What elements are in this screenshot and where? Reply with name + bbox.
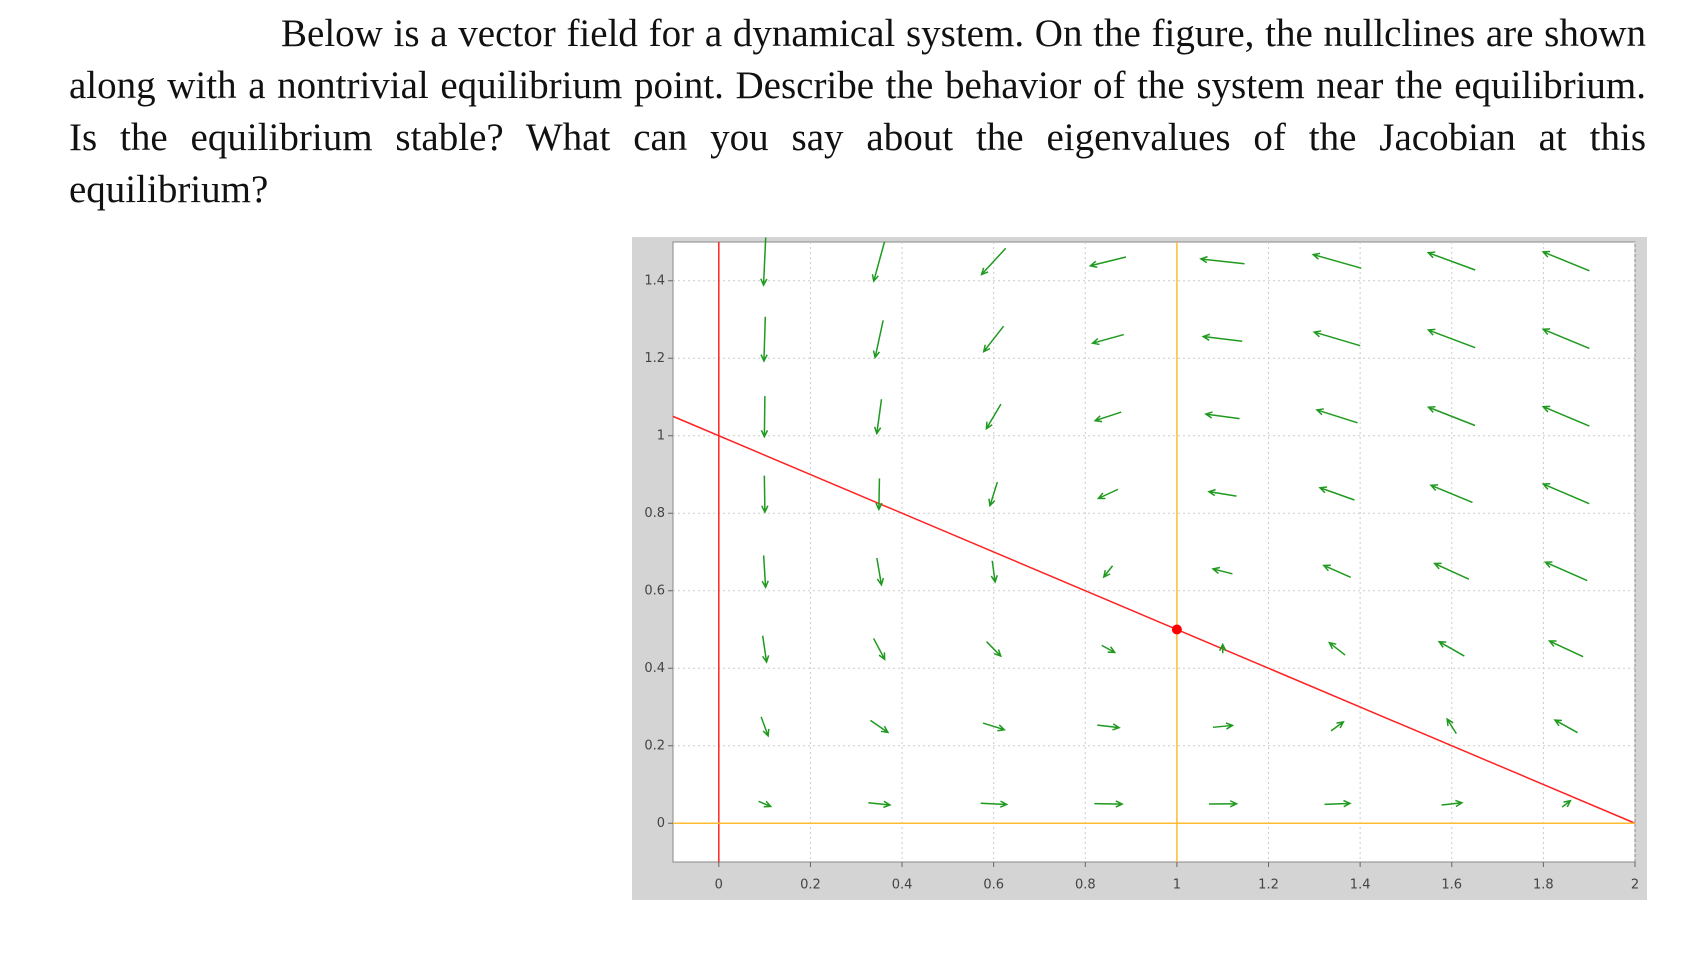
field-arrow [1543,561,1588,582]
field-arrow [1541,328,1590,350]
field-arrow [1318,486,1355,501]
x-tick-label: 0.2 [800,878,821,893]
x-tick-label: 1.6 [1441,878,1462,893]
field-arrow [1093,411,1122,423]
field-arrow [1437,640,1465,657]
equilibrium-point [1171,624,1182,635]
field-arrow [1426,251,1476,271]
field-arrow [1207,488,1237,497]
field-arrow [1328,641,1346,656]
x-tick-label: 1.8 [1533,878,1554,893]
y-tick-label: 0 [657,816,665,831]
field-arrow [1218,642,1227,654]
field-arrow [868,800,892,809]
field-arrow [1426,328,1476,349]
field-arrow [1446,717,1457,735]
field-arrow [1315,408,1358,424]
field-arrow [1096,488,1119,500]
field-arrow [982,325,1005,353]
field-arrow [761,555,769,590]
question-text: Below is a vector field for a dynamical … [69,12,1646,211]
nullcline [672,415,1636,824]
x-tick-label: 1 [1173,878,1181,893]
field-arrow [985,403,1002,431]
field-arrow [980,800,1009,808]
field-arrow [1102,565,1114,579]
field-arrow [872,638,886,661]
field-arrow [869,719,890,734]
y-tick-label: 0.6 [644,583,665,598]
field-arrow [873,399,883,436]
field-arrow [1312,330,1361,347]
x-tick-label: 0.8 [1075,878,1096,893]
x-tick-label: 0 [715,878,723,893]
field-arrow [1426,405,1476,427]
field-arrow [1211,566,1233,575]
field-arrow [1094,800,1124,808]
field-arrow [1433,562,1470,580]
field-arrow [1208,800,1239,808]
field-arrow [875,478,883,512]
field-arrow [1212,722,1235,730]
field-arrow [1541,405,1590,427]
field-arrow [1553,719,1578,734]
x-tick-label: 1.2 [1258,878,1279,893]
field-arrow [876,557,885,587]
x-tick-label: 1.4 [1350,878,1371,893]
plot-area [672,241,1636,863]
field-arrow [988,481,999,508]
field-arrow [760,716,770,738]
y-tick-label: 1.4 [644,273,665,288]
field-arrow [872,320,884,360]
field-arrow [1088,256,1127,268]
field-arrow [758,800,773,808]
field-arrow [760,396,769,439]
field-arrow [871,241,886,283]
field-arrow [982,722,1006,732]
field-arrow [1547,640,1584,658]
field-arrow [1561,799,1572,808]
field-arrow [980,247,1007,276]
field-arrow [986,641,1002,658]
field-arrow [1311,252,1362,269]
field-arrow [1324,799,1352,808]
field-arrow [1097,723,1121,731]
field-arrow [1429,484,1473,504]
field-arrow [1199,255,1245,265]
field-arrow [761,475,769,514]
field-arrow [760,316,768,363]
field-arrow [1201,333,1243,342]
field-arrow [1330,720,1345,732]
y-tick-label: 0.8 [644,506,665,521]
field-arrow [1322,564,1351,578]
y-tick-label: 1 [657,428,665,443]
field-arrow [1204,411,1240,420]
y-tick-label: 1.2 [644,351,665,366]
y-tick-label: 0.4 [644,661,665,676]
field-arrow [761,635,770,664]
x-tick-label: 2 [1631,878,1639,893]
field-arrow [1101,644,1117,654]
field-arrow [1441,799,1464,808]
field-arrow [1090,333,1124,346]
x-tick-label: 0.6 [983,878,1004,893]
y-tick-label: 0.2 [644,738,665,753]
field-arrow [990,560,998,584]
field-arrow [1541,482,1590,505]
field-arrow [1541,250,1590,272]
field-arrow [760,237,768,287]
x-tick-label: 0.4 [892,878,913,893]
